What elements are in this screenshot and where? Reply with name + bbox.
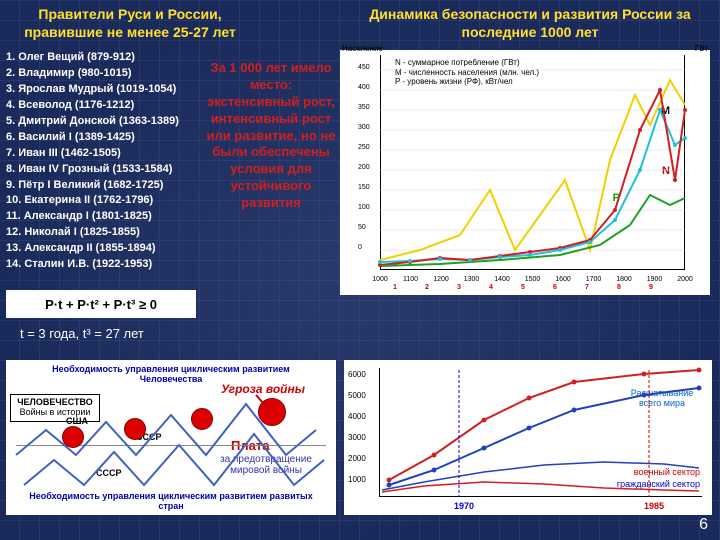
ruler-item: 4. Всеволод (1176-1212)	[6, 98, 206, 114]
ruler-item: 6. Василий I (1389-1425)	[6, 130, 206, 146]
main-chart: Население ГВт N - суммарное потребление …	[340, 50, 710, 295]
ruler-item: 7. Иван III (1462-1505)	[6, 146, 206, 162]
bottom-right-panel: 1970 1985 Расшатывание всего мира гражда…	[344, 360, 712, 515]
ruler-item: 2. Владимир (980-1015)	[6, 66, 206, 82]
center-summary: За 1 000 лет имело место: экстенсивный р…	[206, 60, 336, 212]
ruler-item: 11. Александр I (1801-1825)	[6, 209, 206, 225]
ruler-item: 14. Сталин И.В. (1922-1953)	[6, 257, 206, 273]
ruler-item: 1. Олег Вещий (879-912)	[6, 50, 206, 66]
title-right: Динамика безопасности и развития России …	[350, 6, 710, 41]
title-left: Правители Руси и России, правившие не ме…	[10, 6, 250, 41]
bottom-left-panel: Необходимость управления циклическим раз…	[6, 360, 336, 515]
ruler-item: 3. Ярослав Мудрый (1019-1054)	[6, 82, 206, 98]
t-years: t = 3 года, t³ = 27 лет	[20, 326, 144, 341]
ruler-item: 5. Дмитрий Донской (1363-1389)	[6, 114, 206, 130]
ruler-item: 8. Иван IV Грозный (1533-1584)	[6, 162, 206, 178]
formula-box: P·t + P·t² + P·t³ ≥ 0	[6, 290, 196, 318]
ruler-item: 12. Николай I (1825-1855)	[6, 225, 206, 241]
page-number: 6	[699, 516, 708, 534]
bl-svg	[6, 360, 336, 515]
formula: P·t + P·t² + P·t³ ≥ 0	[45, 297, 157, 312]
main-chart-svg	[340, 50, 710, 295]
rulers-list: 1. Олег Вещий (879-912)2. Владимир (980-…	[6, 50, 206, 273]
br-svg	[344, 360, 712, 515]
ruler-item: 13. Александр II (1855-1894)	[6, 241, 206, 257]
ruler-item: 10. Екатерина II (1762-1796)	[6, 193, 206, 209]
ruler-item: 9. Пётр I Великий (1682-1725)	[6, 178, 206, 194]
